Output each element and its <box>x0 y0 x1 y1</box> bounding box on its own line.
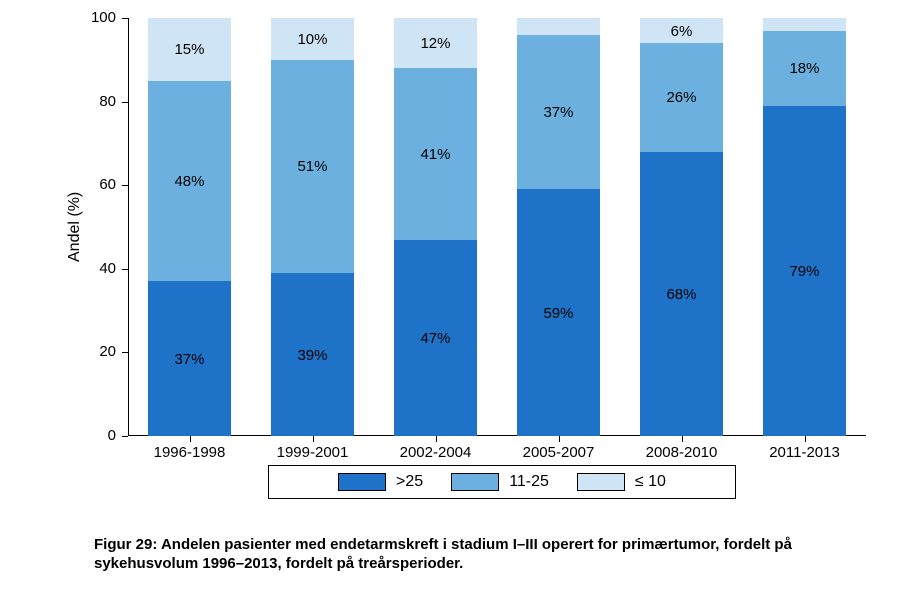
legend-swatch-le10 <box>577 473 625 491</box>
legend-label-gt25: >25 <box>396 473 423 491</box>
x-tick-mark <box>559 436 560 442</box>
bar-segment-11_25 <box>763 31 847 106</box>
legend-item-gt25: >25 <box>338 473 423 491</box>
y-tick-label: 80 <box>78 93 116 110</box>
legend-item-11-25: 11-25 <box>451 473 549 491</box>
y-axis-title-text: Andel (%) <box>66 192 83 262</box>
bar-group: 37%48%15% <box>148 18 232 436</box>
x-tick-label: 2011-2013 <box>750 444 860 461</box>
bar-group: 68%26%6% <box>640 18 724 436</box>
caption-line2: sykehusvolum 1996–2013, fordelt på treår… <box>94 555 463 572</box>
bar-segment-11_25 <box>271 60 355 273</box>
bar-segment-11_25 <box>640 43 724 152</box>
bar-segment-gt25 <box>640 152 724 436</box>
y-tick-mark <box>122 269 128 270</box>
x-tick-mark <box>805 436 806 442</box>
y-tick-mark <box>122 436 128 437</box>
y-tick-label: 0 <box>78 427 116 444</box>
y-axis-title: Andel (%) <box>66 192 84 262</box>
bar-group: 79%18% <box>763 18 847 436</box>
bar-group: 59%37% <box>517 18 601 436</box>
bar-segment-gt25 <box>394 240 478 436</box>
bar-segment-le10 <box>640 18 724 43</box>
y-tick-mark <box>122 102 128 103</box>
y-tick-label: 20 <box>78 343 116 360</box>
bar-segment-11_25 <box>394 68 478 239</box>
x-tick-label: 2002-2004 <box>381 444 491 461</box>
bar-group: 39%51%10% <box>271 18 355 436</box>
bar-segment-gt25 <box>148 281 232 436</box>
legend-label-le10: ≤ 10 <box>635 473 666 491</box>
y-tick-label: 60 <box>78 176 116 193</box>
y-tick-mark <box>122 352 128 353</box>
bar-segment-gt25 <box>763 106 847 436</box>
bar-segment-11_25 <box>148 81 232 282</box>
bar-segment-11_25 <box>517 35 601 190</box>
bar-group: 47%41%12% <box>394 18 478 436</box>
x-tick-mark <box>313 436 314 442</box>
bar-segment-gt25 <box>517 189 601 436</box>
x-tick-mark <box>682 436 683 442</box>
x-tick-mark <box>436 436 437 442</box>
legend-item-le10: ≤ 10 <box>577 473 666 491</box>
bar-segment-le10 <box>148 18 232 81</box>
y-tick-mark <box>122 185 128 186</box>
x-tick-label: 1999-2001 <box>258 444 368 461</box>
bar-segment-le10 <box>271 18 355 60</box>
figure-container: Andel (%) 37%48%15% 39%51%10% 47%41%12% 59%… <box>0 0 914 597</box>
figure-caption: Figur 29: Andelen pasienter med endetarm… <box>94 536 792 574</box>
y-tick-label: 100 <box>78 9 116 26</box>
x-tick-label: 2005-2007 <box>504 444 614 461</box>
bar-segment-gt25 <box>271 273 355 436</box>
legend: >25 11-25 ≤ 10 <box>268 465 736 499</box>
bar-segment-le10 <box>517 18 601 35</box>
x-tick-label: 2008-2010 <box>627 444 737 461</box>
legend-swatch-11-25 <box>451 473 499 491</box>
y-tick-mark <box>122 18 128 19</box>
x-tick-label: 1996-1998 <box>135 444 245 461</box>
legend-swatch-gt25 <box>338 473 386 491</box>
y-tick-label: 40 <box>78 260 116 277</box>
bar-segment-le10 <box>763 18 847 31</box>
bars-layer: 37%48%15% 39%51%10% 47%41%12% 59%37% 68%26%6… <box>128 18 866 436</box>
x-tick-mark <box>190 436 191 442</box>
caption-line1: Figur 29: Andelen pasienter med endetarm… <box>94 536 792 553</box>
legend-label-11-25: 11-25 <box>509 473 549 491</box>
bar-segment-le10 <box>394 18 478 68</box>
